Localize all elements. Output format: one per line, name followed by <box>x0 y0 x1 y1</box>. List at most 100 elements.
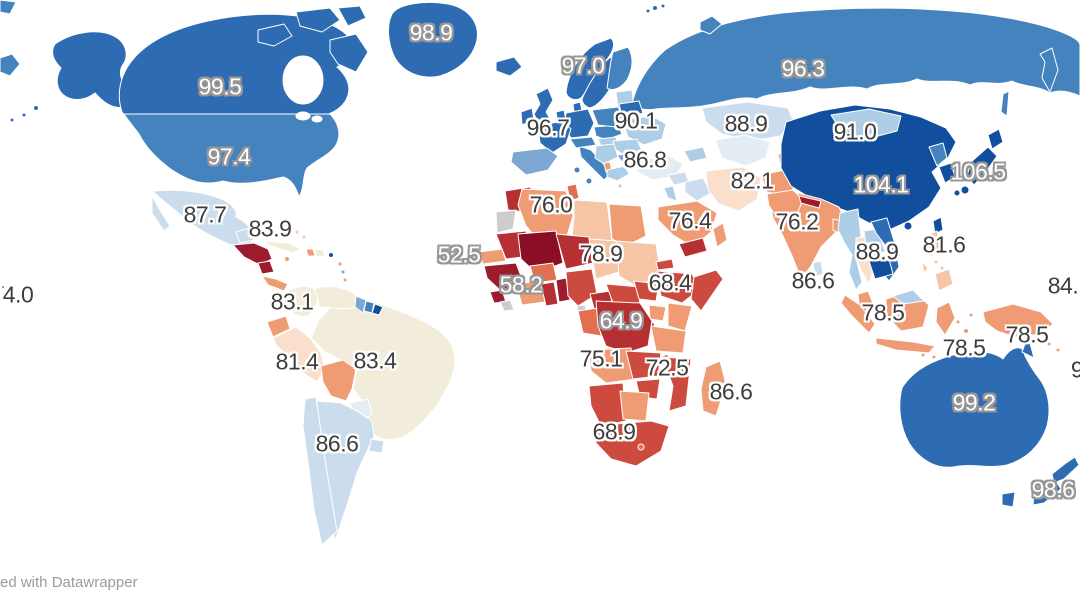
country-greece-crete[interactable] <box>617 183 623 189</box>
country-sudan[interactable] <box>615 240 662 287</box>
country-italy-sicily[interactable] <box>585 177 593 185</box>
country-japan-kyushu[interactable] <box>960 185 970 195</box>
country-jordan-israel[interactable] <box>663 185 678 202</box>
country-angola[interactable] <box>588 347 637 384</box>
country-egypt[interactable] <box>608 203 647 247</box>
country-russia-kamchatka[interactable] <box>1039 47 1059 93</box>
country-south-africa[interactable] <box>592 420 670 467</box>
country-mongolia[interactable] <box>830 108 902 140</box>
country-indonesia-sumatra[interactable] <box>840 294 876 334</box>
country-japan-hokkaido[interactable] <box>987 128 1004 150</box>
country-united-states[interactable] <box>123 113 340 198</box>
country-russia[interactable] <box>631 7 1080 111</box>
country-greece[interactable] <box>606 165 630 182</box>
country-france[interactable] <box>537 120 572 154</box>
country-poland[interactable] <box>591 106 625 128</box>
country-guyana[interactable] <box>354 295 367 314</box>
country-china[interactable] <box>780 104 957 232</box>
country-somalia[interactable] <box>690 269 724 312</box>
country-canada-arctic-2[interactable] <box>295 7 341 33</box>
country-lesotho[interactable] <box>637 443 645 451</box>
country-australia-cape-york[interactable] <box>1021 335 1035 359</box>
country-kenya[interactable] <box>667 302 693 332</box>
country-ghana[interactable] <box>540 281 559 307</box>
country-switzerland-austria[interactable] <box>569 136 597 149</box>
country-western-sahara[interactable] <box>495 209 517 234</box>
country-italy-sardinia[interactable] <box>573 166 581 174</box>
country-costa-rica-panama[interactable] <box>261 275 289 292</box>
country-zambia[interactable] <box>625 350 662 380</box>
country-indonesia-java[interactable] <box>875 337 936 354</box>
country-uruguay[interactable] <box>368 438 385 454</box>
country-senegal[interactable] <box>478 248 507 265</box>
country-russia-novaya-zemlya[interactable] <box>699 15 723 35</box>
country-mexico-baja[interactable] <box>151 195 171 232</box>
country-benelux[interactable] <box>555 109 567 121</box>
country-new-guinea[interactable] <box>982 303 1054 338</box>
country-belarus[interactable] <box>618 100 644 119</box>
country-japan-honshu[interactable] <box>966 146 998 186</box>
country-philippines-visayas[interactable] <box>933 259 939 265</box>
country-guatemala-honduras[interactable] <box>232 242 273 266</box>
country-myanmar[interactable] <box>837 208 863 291</box>
country-south-korea[interactable] <box>938 162 956 184</box>
country-dr-congo[interactable] <box>595 300 653 354</box>
country-china-hainan[interactable] <box>903 221 913 231</box>
country-romania[interactable] <box>612 138 643 156</box>
country-venezuela[interactable] <box>313 285 361 310</box>
country-guinea[interactable] <box>483 262 525 293</box>
country-taiwan[interactable] <box>932 216 944 235</box>
country-canada-arctic-3[interactable] <box>337 5 367 27</box>
country-uzbekistan-turkmenistan[interactable] <box>714 134 771 167</box>
country-greenland[interactable] <box>387 1 478 78</box>
country-burkina-faso[interactable] <box>529 262 558 284</box>
country-eritrea[interactable] <box>655 258 675 271</box>
country-philippines-visayas[interactable] <box>939 265 945 271</box>
country-mozambique[interactable] <box>661 356 692 412</box>
country-north-korea[interactable] <box>928 142 948 167</box>
country-finland[interactable] <box>606 46 633 91</box>
country-russia-chukotka-wrap[interactable] <box>0 53 21 77</box>
country-ireland[interactable] <box>520 107 535 126</box>
country-sri-lanka[interactable] <box>812 260 824 278</box>
country-united-kingdom[interactable] <box>533 87 554 129</box>
country-bolivia[interactable] <box>320 359 357 402</box>
country-iraq[interactable] <box>684 177 712 202</box>
country-canada-arctic-1[interactable] <box>257 23 293 47</box>
country-nigeria[interactable] <box>565 268 598 307</box>
country-balkans[interactable] <box>594 143 619 165</box>
country-tunisia[interactable] <box>566 183 580 202</box>
country-chad[interactable] <box>588 238 620 280</box>
country-iceland[interactable] <box>495 56 523 77</box>
country-new-zealand-north[interactable] <box>1051 456 1080 484</box>
country-oman[interactable] <box>712 222 728 248</box>
country-cuba[interactable] <box>262 240 302 254</box>
country-jamaica[interactable] <box>284 256 290 262</box>
country-kazakhstan[interactable] <box>701 101 795 142</box>
country-indonesia-sulawesi[interactable] <box>935 301 956 336</box>
country-philippines-luzon[interactable] <box>924 230 942 258</box>
country-malaysia-north-borneo[interactable] <box>892 289 925 305</box>
country-namibia[interactable] <box>588 382 627 427</box>
country-pakistan[interactable] <box>766 189 804 224</box>
country-cambodia[interactable] <box>868 258 894 280</box>
country-japan-shikoku[interactable] <box>953 189 961 197</box>
country-south-sudan[interactable] <box>633 280 660 302</box>
country-iran[interactable] <box>705 166 762 212</box>
country-botswana[interactable] <box>619 390 650 422</box>
country-nicaragua[interactable] <box>257 260 275 275</box>
country-vietnam[interactable] <box>870 217 900 282</box>
country-madagascar[interactable] <box>700 360 727 417</box>
country-colombia[interactable] <box>281 285 323 318</box>
country-chile[interactable] <box>302 396 338 546</box>
country-puerto-rico[interactable] <box>328 252 334 258</box>
country-liberia[interactable] <box>499 299 515 312</box>
country-caucasus[interactable] <box>683 146 708 163</box>
country-congo-gabon[interactable] <box>577 307 602 337</box>
country-mexico[interactable] <box>152 189 254 247</box>
country-uganda[interactable] <box>648 304 667 322</box>
country-mexico-yucatan[interactable] <box>235 227 255 244</box>
country-russia-sakhalin[interactable] <box>1000 90 1010 117</box>
country-russia-wrap-corner[interactable] <box>0 0 17 15</box>
country-ecuador[interactable] <box>266 315 291 338</box>
